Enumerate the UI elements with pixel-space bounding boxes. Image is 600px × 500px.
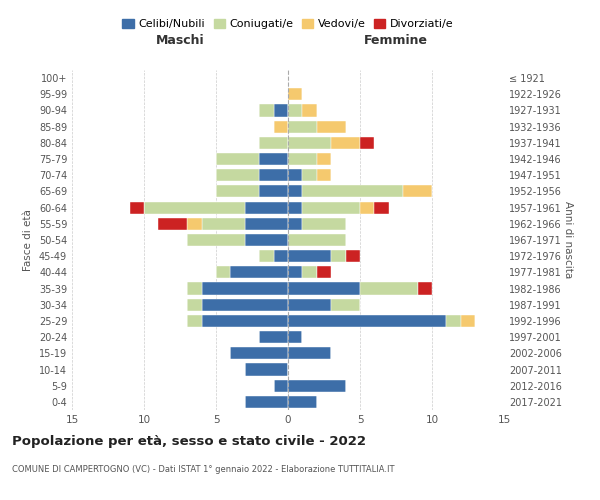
Bar (446, 315, 461, 327)
Bar (245, 218, 288, 230)
Bar (288, 120, 317, 132)
Bar (202, 315, 288, 327)
Bar (245, 396, 288, 408)
Bar (288, 218, 302, 230)
Bar (317, 169, 331, 181)
Bar (288, 169, 302, 181)
Bar (202, 298, 288, 311)
Bar (230, 348, 288, 360)
Bar (130, 202, 144, 213)
Bar (288, 153, 317, 165)
Bar (245, 202, 288, 213)
Y-axis label: Anni di nascita: Anni di nascita (563, 202, 573, 278)
Bar (288, 88, 302, 101)
Bar (360, 282, 418, 294)
Bar (288, 282, 360, 294)
Bar (302, 104, 317, 117)
Bar (360, 137, 374, 149)
Bar (216, 266, 230, 278)
Bar (274, 380, 288, 392)
Bar (302, 186, 403, 198)
Text: Maschi: Maschi (155, 34, 205, 48)
Bar (288, 266, 302, 278)
Text: Femmine: Femmine (364, 34, 428, 48)
Bar (158, 218, 187, 230)
Bar (418, 282, 432, 294)
Bar (216, 169, 259, 181)
Text: Popolazione per età, sesso e stato civile - 2022: Popolazione per età, sesso e stato civil… (12, 435, 366, 448)
Bar (288, 202, 302, 213)
Bar (259, 186, 288, 198)
Bar (274, 250, 288, 262)
Bar (288, 348, 331, 360)
Bar (302, 266, 317, 278)
Bar (288, 380, 346, 392)
Bar (245, 234, 288, 246)
Bar (317, 266, 331, 278)
Text: COMUNE DI CAMPERTOGNO (VC) - Dati ISTAT 1° gennaio 2022 - Elaborazione TUTTITALI: COMUNE DI CAMPERTOGNO (VC) - Dati ISTAT … (12, 465, 395, 474)
Bar (374, 202, 389, 213)
Bar (288, 396, 317, 408)
Bar (331, 137, 360, 149)
Bar (331, 298, 360, 311)
Bar (302, 202, 360, 213)
Bar (288, 137, 331, 149)
Bar (403, 186, 432, 198)
Bar (302, 169, 317, 181)
Bar (259, 250, 274, 262)
Bar (259, 153, 288, 165)
Bar (230, 266, 288, 278)
Bar (216, 153, 259, 165)
Bar (317, 120, 346, 132)
Bar (274, 120, 288, 132)
Bar (202, 282, 288, 294)
Bar (288, 234, 346, 246)
Bar (216, 186, 259, 198)
Bar (288, 250, 331, 262)
Bar (461, 315, 475, 327)
Bar (317, 153, 331, 165)
Bar (187, 234, 245, 246)
Bar (259, 331, 288, 343)
Bar (259, 137, 288, 149)
Bar (144, 202, 245, 213)
Bar (288, 104, 302, 117)
Bar (288, 331, 302, 343)
Y-axis label: Fasce di età: Fasce di età (23, 209, 33, 271)
Bar (259, 104, 274, 117)
Bar (202, 218, 245, 230)
Bar (288, 315, 446, 327)
Legend: Celibi/Nubili, Coniugati/e, Vedovi/e, Divorziati/e: Celibi/Nubili, Coniugati/e, Vedovi/e, Di… (118, 14, 458, 34)
Bar (331, 250, 346, 262)
Bar (346, 250, 360, 262)
Bar (187, 218, 202, 230)
Bar (288, 186, 302, 198)
Bar (360, 202, 374, 213)
Bar (288, 298, 331, 311)
Bar (187, 282, 202, 294)
Bar (259, 169, 288, 181)
Bar (245, 364, 288, 376)
Bar (274, 104, 288, 117)
Bar (187, 298, 202, 311)
Bar (187, 315, 202, 327)
Bar (302, 218, 346, 230)
